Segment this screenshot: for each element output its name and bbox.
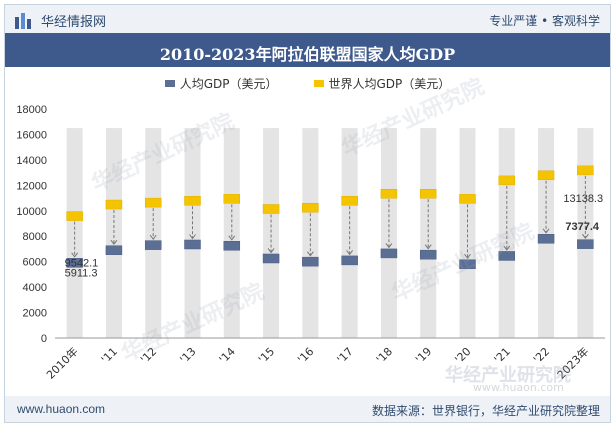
logo-icon: [15, 12, 31, 29]
background-band: [145, 128, 162, 338]
connector-arrowhead: [110, 239, 118, 246]
league-marker: [262, 253, 280, 264]
legend-item-world: 世界人均GDP（美元）: [313, 75, 451, 92]
background-band: [380, 128, 397, 338]
world-marker: [419, 188, 437, 199]
connector-arrowhead: [306, 251, 314, 257]
footer-source: 数据来源：世界银行，华经产业研究院整理: [371, 404, 600, 418]
league-marker: [105, 245, 123, 255]
x-tick-label: 2010年: [43, 344, 80, 381]
y-tick-label: 10000: [16, 206, 47, 218]
world-marker: [459, 194, 476, 204]
y-tick-label: 4000: [23, 282, 47, 294]
y-tick-label: 16000: [16, 129, 47, 141]
background-band: [263, 128, 280, 338]
league-marker: [184, 239, 201, 250]
data-label-world-2023: 13138.3: [563, 193, 603, 205]
world-marker: [577, 165, 594, 176]
title-bar: 2010-2023年阿拉伯联盟国家人均GDP: [5, 33, 610, 67]
league-marker: [223, 241, 241, 251]
league-marker: [459, 259, 476, 269]
x-tick-label: '15: [256, 345, 277, 366]
x-tick-label: '13: [177, 345, 198, 366]
connector-arrowhead: [385, 243, 393, 249]
chart-canvas: 0 2000 4000 6000 8000 10000 12000 14000 16000 180…: [16, 104, 605, 382]
world-marker: [380, 188, 398, 199]
world-marker: [537, 170, 555, 181]
background-band: [302, 128, 319, 338]
connector-arrowhead: [189, 234, 196, 240]
y-tick-label: 6000: [23, 257, 47, 269]
league-marker: [419, 249, 437, 260]
league-marker: [302, 256, 319, 267]
league-marker: [341, 255, 358, 266]
data-label-league-2010: 5911.3: [65, 268, 98, 280]
league-marker: [498, 251, 516, 261]
connector-arrowhead: [149, 234, 157, 240]
data-label-league-2023: 7377.4: [565, 221, 600, 233]
world-marker: [223, 194, 241, 204]
y-tick-label: 18000: [16, 104, 47, 116]
x-tick-label: '18: [374, 345, 395, 366]
legend-swatch-world: [313, 80, 324, 87]
y-tick-label: 12000: [16, 180, 47, 192]
chart-frame: 华经情报网 专业严谨 • 客观科学 2010-2023年阿拉伯联盟国家人均GDP…: [4, 4, 611, 423]
connector-arrowhead: [542, 228, 550, 234]
x-tick-label: '14: [217, 345, 238, 366]
tagline: 专业严谨 • 客观科学: [489, 14, 600, 28]
world-marker: [105, 199, 123, 210]
world-marker: [184, 195, 201, 206]
data-label-world-2010: 9542.1: [65, 258, 99, 270]
x-tick-label: '11: [99, 345, 120, 366]
x-tick-label: '16: [295, 345, 316, 366]
y-tick-label: 14000: [16, 155, 47, 167]
watermark-text-5: 华经产业研究院: [445, 365, 571, 386]
background-band: [459, 128, 476, 338]
connector-arrowhead: [267, 248, 275, 254]
world-marker: [498, 175, 516, 186]
world-marker: [66, 211, 83, 221]
league-marker: [577, 239, 594, 249]
world-marker: [262, 204, 280, 214]
legend-item-league: 人均GDP（美元）: [164, 75, 278, 92]
brand: 华经情报网: [15, 11, 106, 30]
legend-swatch-league: [164, 80, 175, 87]
world-marker: [144, 197, 162, 208]
connector-arrowhead: [71, 252, 79, 258]
league-marker: [537, 234, 555, 244]
x-tick-label: '17: [335, 345, 356, 366]
y-tick-label: 2000: [23, 308, 47, 320]
connector-arrowhead: [581, 233, 589, 239]
league-marker: [66, 258, 83, 268]
y-tick-label: 0: [41, 333, 47, 345]
background-band: [420, 128, 437, 338]
watermark-url: www.huaon.com: [473, 381, 564, 394]
x-tick-label: '19: [413, 345, 434, 366]
world-marker: [341, 195, 358, 206]
legend-label-league: 人均GDP（美元）: [179, 77, 278, 91]
connector-arrowhead: [424, 244, 432, 250]
world-marker: [302, 202, 319, 213]
connector-arrowhead: [228, 235, 236, 241]
legend-label-world: 世界人均GDP（美元）: [328, 77, 451, 91]
brand-name: 华经情报网: [41, 15, 107, 30]
legend: 人均GDP（美元） 世界人均GDP（美元）: [5, 75, 610, 92]
top-bar: 华经情报网 专业严谨 • 客观科学: [5, 5, 610, 33]
y-tick-label: 8000: [23, 231, 47, 243]
footer-website[interactable]: www.huaon.com: [17, 402, 106, 416]
league-marker: [380, 248, 398, 259]
connector-arrowhead: [464, 253, 471, 260]
connector-arrowhead: [346, 250, 354, 256]
footer-bar: www.huaon.com 数据来源：世界银行，华经产业研究院整理: [5, 396, 610, 422]
connector-arrowhead: [503, 245, 511, 251]
background-band: [223, 128, 240, 338]
chart-title: 2010-2023年阿拉伯联盟国家人均GDP: [159, 45, 456, 64]
league-marker: [144, 240, 162, 250]
